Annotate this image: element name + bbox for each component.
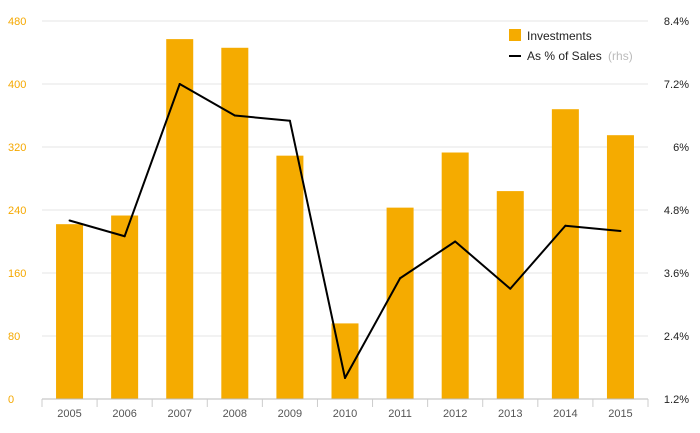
line-series <box>68 83 622 379</box>
bar-investments-2006 <box>111 215 139 399</box>
grid-lines <box>42 20 648 337</box>
x-tick-label: 2006 <box>112 408 136 420</box>
bar-investments-2013 <box>496 191 524 399</box>
legend-label-sales-pct-group: As % of Sales (rhs) <box>527 49 633 63</box>
x-tick-label: 2011 <box>388 408 412 420</box>
point-sales-pct-2010 <box>344 377 346 379</box>
bar-investments-2008 <box>221 47 249 400</box>
y-left-tick-label: 80 <box>8 331 20 343</box>
y-right-tick-label: 6% <box>673 142 689 154</box>
x-tick-label: 2014 <box>553 408 577 420</box>
y-left-tick-label: 240 <box>8 205 26 217</box>
x-tick-label: 2009 <box>278 408 302 420</box>
point-sales-pct-2012 <box>454 240 457 243</box>
x-tick-label: 2015 <box>608 408 632 420</box>
point-sales-pct-2015 <box>619 230 622 232</box>
x-tick-label: 2013 <box>498 408 522 420</box>
y-right-tick-label: 7.2% <box>664 79 689 91</box>
point-sales-pct-2005 <box>68 219 71 222</box>
point-sales-pct-2009 <box>288 119 291 122</box>
bar-investments-2005 <box>56 224 84 399</box>
y-right-tick-label: 4.8% <box>664 205 689 217</box>
axes: 0 80 160 240 320 400 480 1.2% 2.4% 3.6% 4.8% 6% 7.2%… <box>8 16 689 420</box>
bar-investments-2011 <box>386 207 414 399</box>
bar-investments-2015 <box>606 135 634 399</box>
x-tick-label: 2005 <box>57 408 81 420</box>
y-left-tick-label: 160 <box>8 268 26 280</box>
y-right-tick-label: 8.4% <box>664 16 689 28</box>
point-sales-pct-2008 <box>233 114 236 117</box>
bar-investments-2014 <box>551 109 579 399</box>
y-right-tick-label: 2.4% <box>664 331 689 343</box>
y-left-tick-label: 480 <box>8 16 26 28</box>
bar-investments-2007 <box>166 39 194 400</box>
point-sales-pct-2014 <box>564 224 567 227</box>
y-right-tick-label: 1.2% <box>664 394 689 406</box>
bar-investments-2009 <box>276 155 304 399</box>
y-left-tick-label: 400 <box>8 79 26 91</box>
x-tick-label: 2008 <box>223 408 247 420</box>
legend-swatch-investments <box>509 29 521 41</box>
legend: Investments As % of Sales (rhs) <box>509 29 633 63</box>
y-left-tick-label: 320 <box>8 142 26 154</box>
point-sales-pct-2007 <box>178 83 181 85</box>
x-tick-label: 2010 <box>333 408 357 420</box>
legend-label-rhs: (rhs) <box>608 49 633 63</box>
point-sales-pct-2013 <box>509 287 512 290</box>
x-tick-label: 2007 <box>167 408 191 420</box>
y-right-tick-label: 3.6% <box>664 268 689 280</box>
bar-investments-2012 <box>441 152 469 399</box>
x-tick-label: 2012 <box>443 408 467 420</box>
legend-label-sales-pct: As % of Sales <box>527 49 602 63</box>
legend-label-investments: Investments <box>527 29 592 43</box>
point-sales-pct-2006 <box>123 235 126 238</box>
y-left-tick-label: 0 <box>8 394 14 406</box>
point-sales-pct-2011 <box>399 277 402 280</box>
bar-series <box>56 39 634 400</box>
